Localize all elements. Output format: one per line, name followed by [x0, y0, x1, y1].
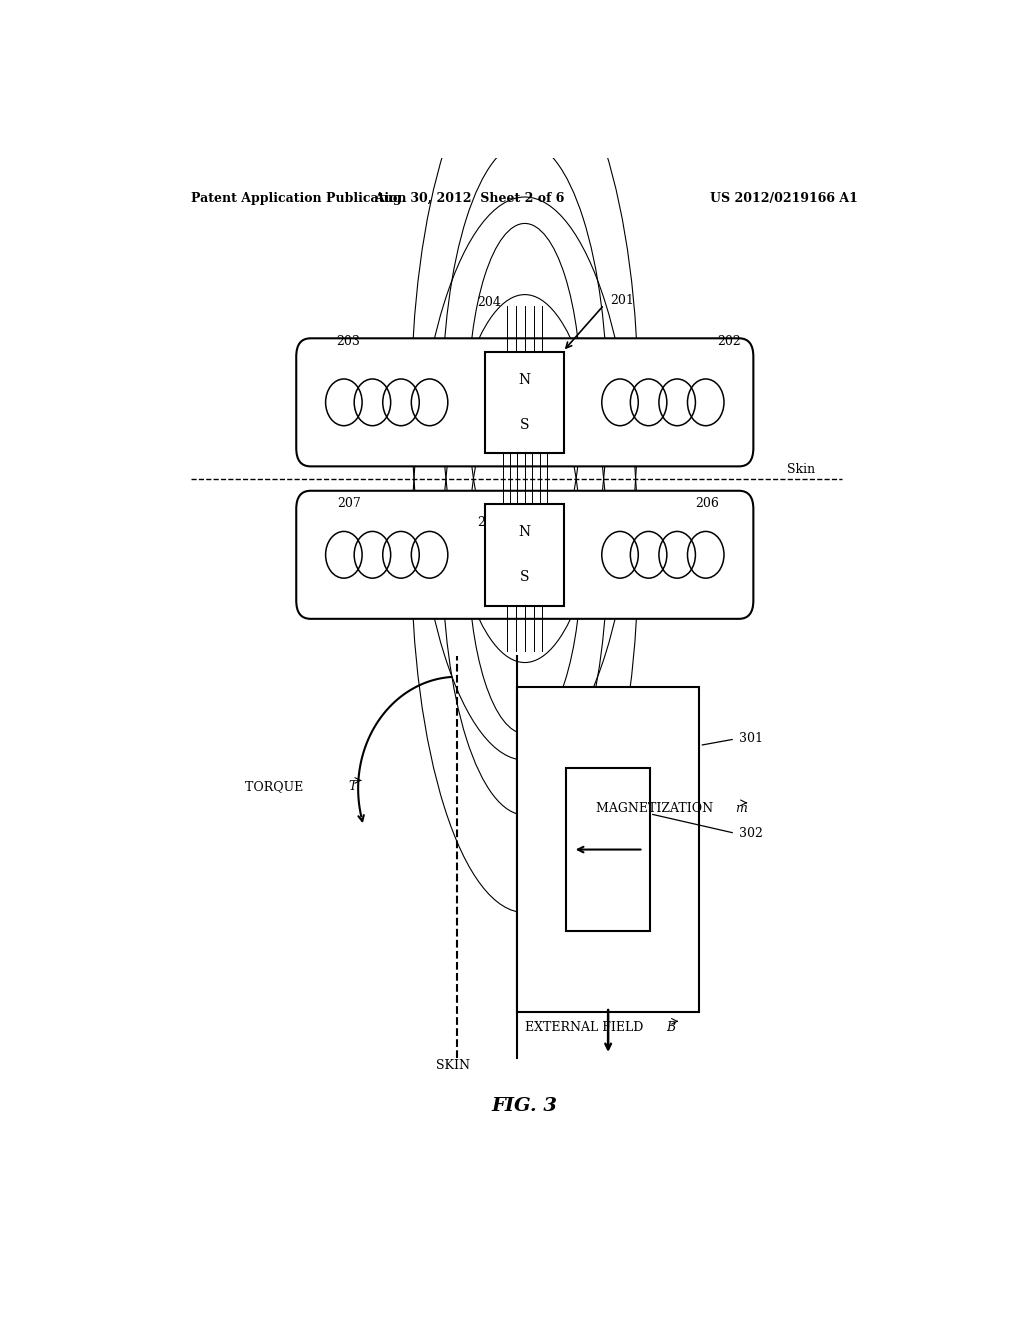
- Text: N: N: [519, 374, 530, 387]
- Text: 207: 207: [337, 498, 360, 511]
- Bar: [485, 504, 564, 606]
- Text: B: B: [666, 1020, 675, 1034]
- Text: S: S: [520, 570, 529, 585]
- Text: S: S: [520, 417, 529, 432]
- Text: 203: 203: [337, 335, 360, 348]
- Bar: [485, 351, 564, 453]
- Text: m: m: [735, 803, 746, 816]
- Text: 201: 201: [609, 294, 634, 308]
- Text: EXTERNAL FIELD: EXTERNAL FIELD: [524, 1020, 647, 1034]
- Text: Aug. 30, 2012  Sheet 2 of 6: Aug. 30, 2012 Sheet 2 of 6: [374, 191, 564, 205]
- Bar: [517, 686, 699, 1012]
- Text: SKIN: SKIN: [436, 1059, 470, 1072]
- Text: Skin: Skin: [786, 463, 815, 477]
- Text: T: T: [348, 780, 357, 793]
- Bar: [566, 768, 650, 931]
- Text: 202: 202: [718, 335, 741, 348]
- FancyBboxPatch shape: [296, 491, 754, 619]
- Text: 301: 301: [739, 733, 763, 746]
- Text: US 2012/0219166 A1: US 2012/0219166 A1: [711, 191, 858, 205]
- Text: FIG. 3: FIG. 3: [492, 1097, 558, 1114]
- Text: TORQUE: TORQUE: [246, 780, 307, 793]
- Text: Patent Application Publication: Patent Application Publication: [191, 191, 407, 205]
- Text: FIG. 2: FIG. 2: [492, 591, 558, 610]
- Text: MAGNETIZATION: MAGNETIZATION: [596, 803, 718, 816]
- Text: N: N: [519, 525, 530, 540]
- Text: 204: 204: [477, 296, 501, 309]
- Text: 206: 206: [695, 498, 719, 511]
- Text: 302: 302: [739, 826, 763, 840]
- Text: 208: 208: [477, 516, 501, 529]
- FancyBboxPatch shape: [296, 338, 754, 466]
